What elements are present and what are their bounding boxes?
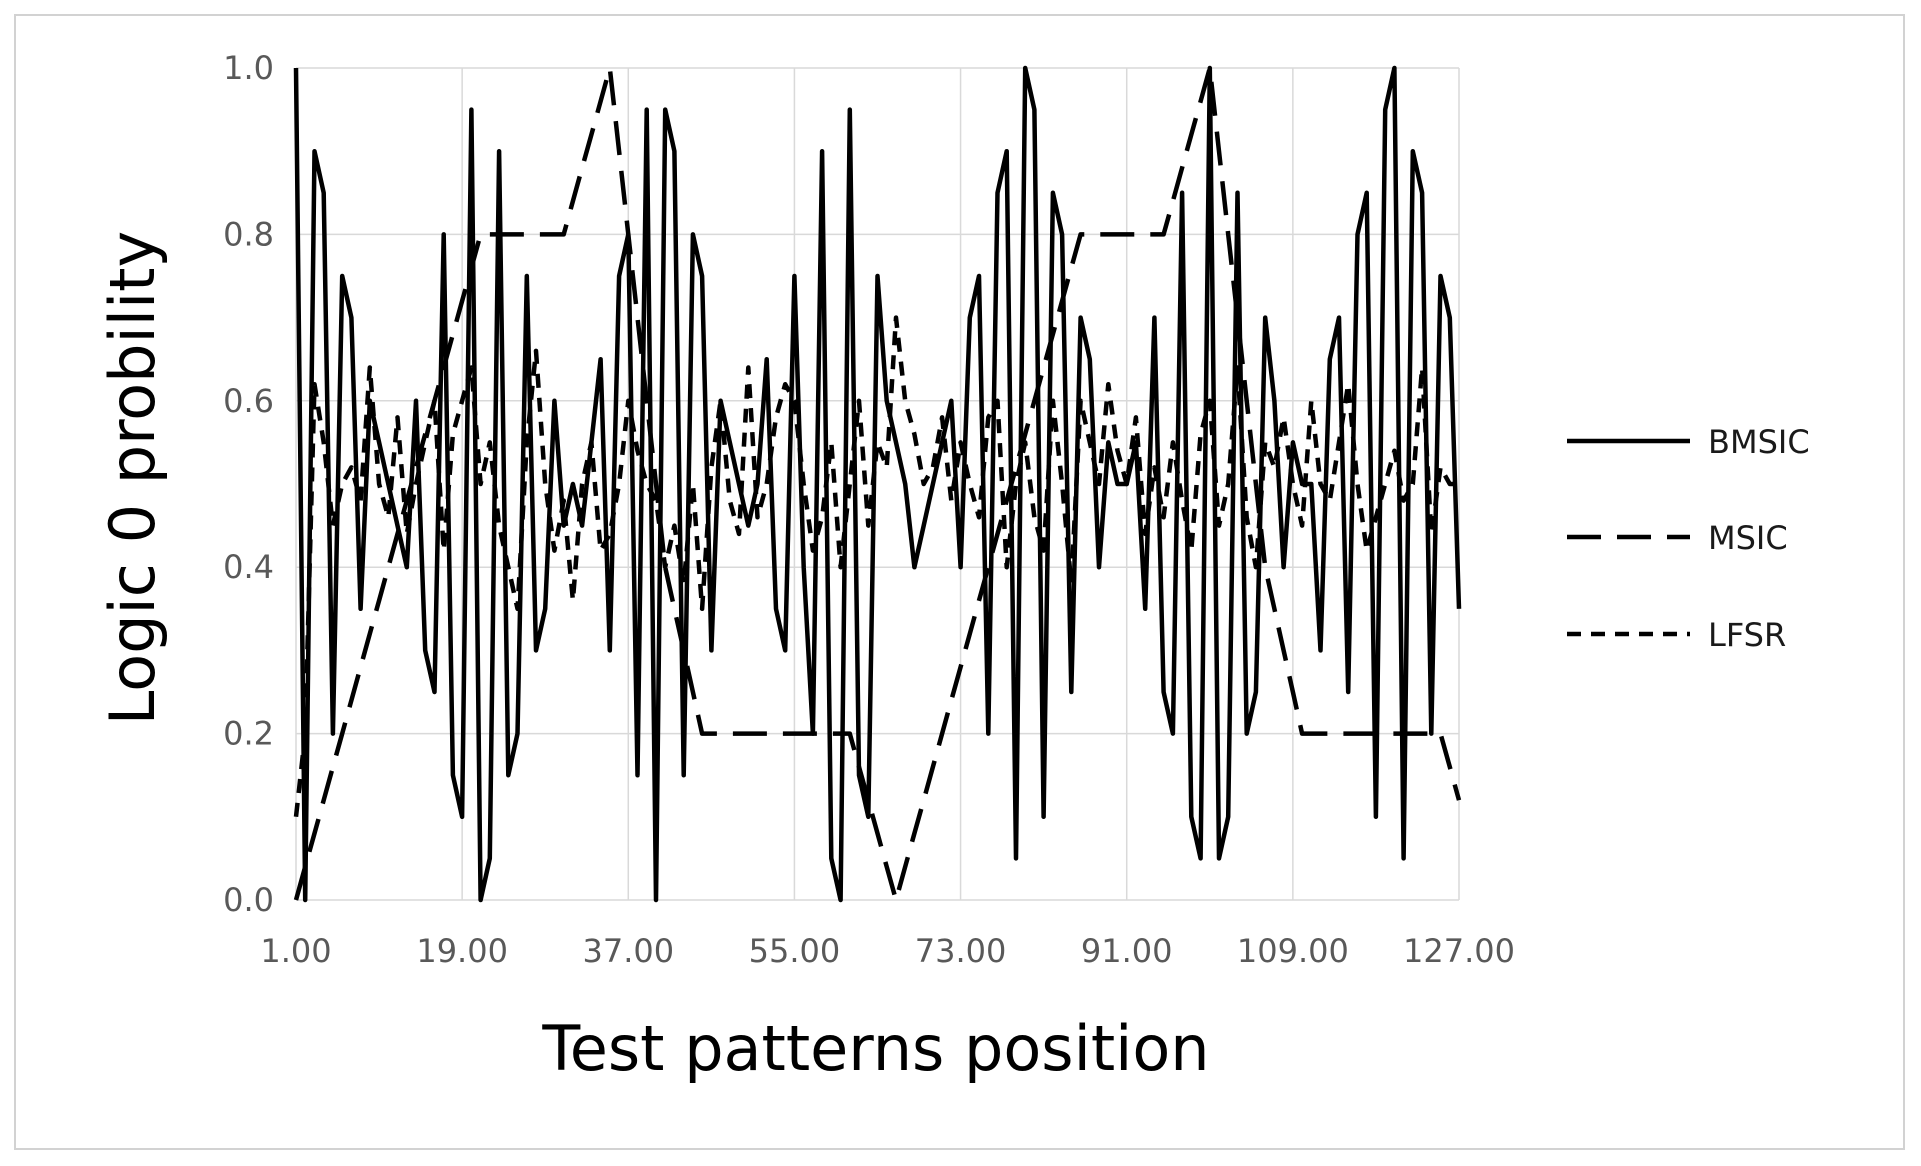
- x-tick-label: 55.00: [749, 932, 841, 970]
- y-tick-label: 0.8: [223, 215, 274, 253]
- y-tick-label: 0.4: [223, 548, 274, 586]
- y-tick-label: 1.0: [223, 49, 274, 87]
- series-line-bmsic: [293, 65, 1462, 903]
- series-line-msic: [293, 65, 1462, 903]
- y-tick-label: 0.0: [223, 881, 274, 919]
- series-lines: [293, 65, 1462, 903]
- legend-label-lfsr: LFSR: [1708, 616, 1786, 654]
- x-tick-label: 109.00: [1237, 932, 1349, 970]
- legend: BMSIC MSIC LFSR: [1567, 423, 1810, 654]
- x-tick-label: 1.00: [260, 932, 331, 970]
- x-axis-title: Test patterns position: [541, 1012, 1209, 1085]
- legend-label-bmsic: BMSIC: [1708, 423, 1810, 461]
- x-tick-label: 73.00: [915, 932, 1007, 970]
- series-line-lfsr: [293, 315, 1459, 818]
- y-axis-title: Logic 0 probility: [96, 231, 169, 725]
- x-tick-label: 91.00: [1081, 932, 1173, 970]
- y-tick-label: 0.6: [223, 382, 274, 420]
- x-tick-labels: 1.00 19.00 37.00 55.00 73.00 91.00 109.00 127.0…: [260, 932, 1515, 970]
- legend-label-msic: MSIC: [1708, 519, 1788, 557]
- x-tick-label: 37.00: [582, 932, 674, 970]
- y-tick-label: 0.2: [223, 715, 274, 753]
- x-tick-label: 19.00: [416, 932, 508, 970]
- x-tick-label: 127.00: [1403, 932, 1515, 970]
- y-tick-labels: 0.0 0.2 0.4 0.6 0.8 1.0: [223, 49, 274, 919]
